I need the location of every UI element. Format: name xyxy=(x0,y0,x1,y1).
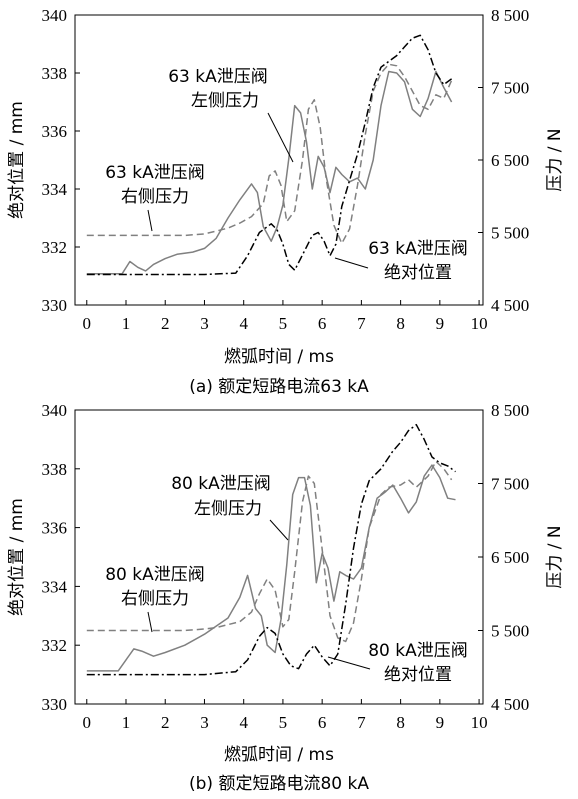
series-line-dashed xyxy=(86,63,453,245)
y-left-tick-label: 334 xyxy=(42,180,68,199)
y-axis-right-label: 压力 / N xyxy=(545,525,565,588)
annotation-left-pressure-line1: 63 kA泄压阀 xyxy=(168,67,268,87)
y-right-tick-label: 5 500 xyxy=(491,622,529,641)
y-right-tick-label: 5 500 xyxy=(491,224,529,243)
axes: 0 1 2 3 4 5 6 7 8 9 10 330 332 334 336 338 340 4 500 5 500… xyxy=(42,6,530,333)
figure-caption: (a) 额定短路电流63 kA xyxy=(189,377,369,397)
series-group xyxy=(86,423,456,676)
y-left-tick-label: 330 xyxy=(42,296,68,315)
annotation-left-pressure-line1: 80 kA泄压阀 xyxy=(171,474,271,494)
annotation-left-pressure-leader xyxy=(267,112,294,163)
annotation-position-line2: 绝对位置 xyxy=(384,263,452,283)
x-tick-label: 2 xyxy=(161,713,170,732)
x-tick-label: 3 xyxy=(200,314,209,333)
series-line-solid xyxy=(86,70,453,275)
annotation-right-pressure-line2: 右侧压力 xyxy=(121,589,189,609)
x-tick-label: 7 xyxy=(357,713,366,732)
y-left-tick-label: 340 xyxy=(42,6,68,25)
annotation-right-pressure-line1: 80 kA泄压阀 xyxy=(105,565,205,585)
y-left-tick-label: 336 xyxy=(42,519,68,538)
panel-b: 0 1 2 3 4 5 6 7 8 9 10 330 332 334 336 338 340 4 500 5 500… xyxy=(7,401,565,794)
annotation-right-pressure-leader xyxy=(147,209,153,232)
axes: 0 1 2 3 4 5 6 7 8 9 10 330 332 334 336 338 340 4 500 5 500… xyxy=(42,401,530,732)
series-line-dashdot xyxy=(86,423,456,676)
x-tick-label: 10 xyxy=(471,713,488,732)
x-tick-label: 6 xyxy=(318,314,327,333)
annotation-right-pressure-line1: 63 kA泄压阀 xyxy=(105,163,205,183)
annotation-position-leader xyxy=(334,257,369,269)
annotation-right-pressure-leader xyxy=(147,611,153,633)
plot-frame xyxy=(74,14,484,306)
annotation-left-pressure-line2: 左侧压力 xyxy=(191,91,259,111)
annotation-position-line1: 63 kA泄压阀 xyxy=(368,239,468,259)
annotation-position-line2: 绝对位置 xyxy=(384,665,452,685)
y-left-tick-label: 336 xyxy=(42,122,68,141)
series-line-dashdot xyxy=(86,34,453,276)
x-tick-label: 1 xyxy=(122,713,131,732)
annotation-left-pressure-line2: 左侧压力 xyxy=(194,499,262,519)
x-tick-label: 0 xyxy=(83,713,92,732)
x-tick-label: 2 xyxy=(161,314,170,333)
x-tick-label: 7 xyxy=(357,314,366,333)
series-line-solid xyxy=(86,464,456,672)
y-left-tick-label: 340 xyxy=(42,401,68,420)
y-right-tick-label: 6 500 xyxy=(491,548,529,567)
x-tick-label: 8 xyxy=(396,314,405,333)
x-tick-label: 10 xyxy=(471,314,488,333)
x-tick-label: 8 xyxy=(396,713,405,732)
x-tick-label: 0 xyxy=(83,314,92,333)
y-right-tick-label: 6 500 xyxy=(491,151,529,170)
y-left-tick-label: 338 xyxy=(42,460,68,479)
y-right-tick-label: 4 500 xyxy=(491,296,529,315)
y-right-tick-label: 8 500 xyxy=(491,6,529,25)
x-axis-label: 燃弧时间 / ms xyxy=(224,745,334,765)
y-right-tick-label: 7 500 xyxy=(491,475,529,494)
annotation-right-pressure-line2: 右侧压力 xyxy=(121,187,189,207)
x-tick-label: 5 xyxy=(279,314,288,333)
y-right-tick-label: 7 500 xyxy=(491,79,529,98)
panel-a: 0 1 2 3 4 5 6 7 8 9 10 330 332 334 336 338 340 4 500 5 500… xyxy=(7,6,565,397)
series-line-dashed xyxy=(86,460,453,643)
x-axis-label: 燃弧时间 / ms xyxy=(224,347,334,367)
y-left-tick-label: 332 xyxy=(42,238,68,257)
x-tick-label: 4 xyxy=(239,314,248,333)
y-axis-left-label: 绝对位置 / mm xyxy=(7,101,27,219)
annotation-left-pressure-leader xyxy=(269,519,289,541)
y-left-tick-label: 330 xyxy=(42,695,68,714)
y-axis-left-label: 绝对位置 / mm xyxy=(7,498,27,616)
x-tick-label: 5 xyxy=(279,713,288,732)
y-left-tick-label: 334 xyxy=(42,577,68,596)
x-tick-label: 3 xyxy=(200,713,209,732)
y-left-tick-label: 338 xyxy=(42,64,68,83)
annotation-position-line1: 80 kA泄压阀 xyxy=(368,641,468,661)
x-tick-label: 9 xyxy=(436,713,445,732)
x-tick-label: 9 xyxy=(436,314,445,333)
annotation-position-leader xyxy=(327,656,371,670)
x-tick-label: 4 xyxy=(239,713,248,732)
figure-caption: (b) 额定短路电流80 kA xyxy=(189,774,369,794)
series-group xyxy=(86,34,453,276)
y-right-tick-label: 8 500 xyxy=(491,401,529,420)
y-axis-right-label: 压力 / N xyxy=(545,128,565,191)
x-tick-label: 1 xyxy=(122,314,131,333)
x-tick-label: 6 xyxy=(318,713,327,732)
y-left-tick-label: 332 xyxy=(42,636,68,655)
y-right-tick-label: 4 500 xyxy=(491,695,529,714)
